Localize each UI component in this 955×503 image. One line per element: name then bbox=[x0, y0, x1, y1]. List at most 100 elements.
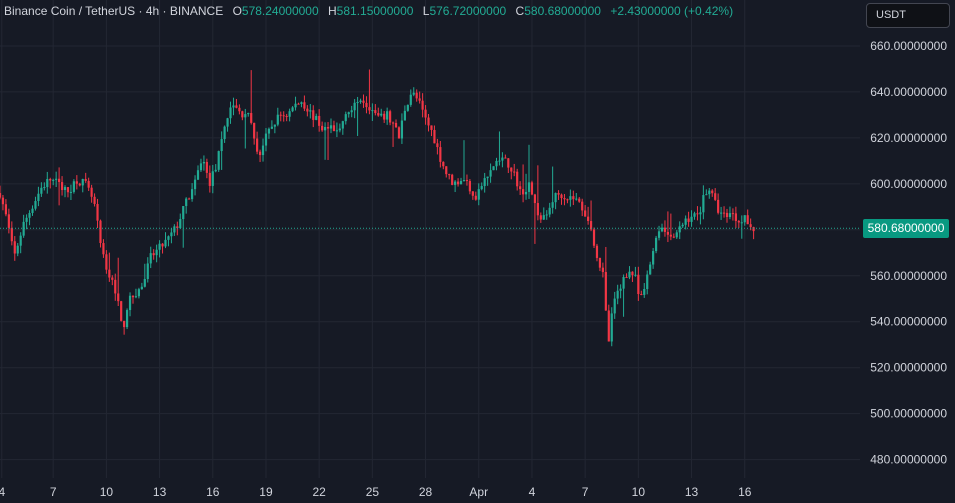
candle-body bbox=[427, 117, 430, 126]
candle-body bbox=[563, 198, 566, 200]
high-value: 581.15000000 bbox=[336, 4, 414, 18]
candle-body bbox=[123, 320, 126, 328]
candle-body bbox=[279, 114, 282, 116]
candle-body bbox=[31, 208, 34, 213]
candle-body bbox=[510, 167, 513, 172]
candle-body bbox=[672, 236, 675, 238]
candle-body bbox=[285, 115, 288, 117]
candle-body bbox=[397, 127, 401, 139]
time-axis[interactable]: 4 7 10 13 16 19 22 25 28 Apr 4 7 10 13 16 bbox=[0, 485, 752, 499]
currency-button[interactable]: USDT bbox=[866, 3, 950, 28]
candle-body bbox=[146, 263, 149, 280]
candle-body bbox=[752, 227, 755, 232]
candle-body bbox=[734, 213, 737, 221]
time-tick-label: 10 bbox=[632, 485, 646, 499]
candle-body bbox=[501, 157, 504, 161]
price-tick-label: 640.00000000 bbox=[870, 85, 947, 99]
candle-body bbox=[634, 274, 637, 276]
candle-body bbox=[610, 313, 613, 342]
candle-body bbox=[492, 166, 495, 171]
candle-body bbox=[371, 110, 374, 112]
candle-body bbox=[226, 118, 229, 127]
time-tick-label: 4 bbox=[529, 485, 536, 499]
candle-body bbox=[128, 295, 132, 311]
candle-body bbox=[604, 272, 607, 311]
candle-body bbox=[81, 179, 84, 186]
candle-body bbox=[182, 206, 185, 220]
candle-body bbox=[211, 171, 214, 186]
candle-body bbox=[208, 172, 211, 186]
candle-body bbox=[253, 122, 256, 139]
candle-body bbox=[105, 254, 108, 270]
candle-body bbox=[536, 203, 539, 216]
candle-body bbox=[306, 108, 309, 112]
candle-body bbox=[25, 217, 28, 222]
candle-body bbox=[131, 295, 135, 298]
candle-body bbox=[16, 245, 19, 254]
open-label: O bbox=[232, 4, 242, 18]
candle-body bbox=[155, 249, 158, 256]
change-value: +2.43000000 (+0.42%) bbox=[610, 4, 734, 18]
candle-body bbox=[406, 104, 409, 111]
price-tick-label: 600.00000000 bbox=[870, 177, 947, 191]
candle-body bbox=[495, 160, 498, 167]
candle-body bbox=[743, 215, 746, 223]
candle-body bbox=[418, 98, 421, 101]
last-price-tag: 580.68000000 bbox=[863, 218, 949, 238]
time-tick-label: 10 bbox=[100, 485, 114, 499]
candle-body bbox=[161, 243, 164, 247]
candle-body bbox=[19, 235, 22, 246]
candle-body bbox=[663, 227, 667, 232]
candle-body bbox=[78, 183, 81, 186]
low-value: 576.72000000 bbox=[429, 4, 507, 18]
candle-body bbox=[66, 187, 70, 193]
candle-body bbox=[69, 191, 73, 193]
candle-body bbox=[179, 219, 182, 229]
candle-body bbox=[170, 232, 173, 237]
candle-body bbox=[507, 158, 510, 168]
candle-body bbox=[684, 218, 687, 225]
time-tick-label: 19 bbox=[259, 485, 273, 499]
candle-body bbox=[471, 191, 474, 196]
high-label: H bbox=[328, 4, 337, 18]
candle-body bbox=[335, 130, 339, 132]
candle-body bbox=[386, 111, 389, 120]
candle-body bbox=[409, 94, 412, 105]
candle-body bbox=[669, 234, 672, 237]
candle-body bbox=[341, 121, 344, 129]
candle-body bbox=[542, 215, 545, 220]
candle-body bbox=[448, 174, 451, 176]
candle-body bbox=[628, 271, 631, 278]
candle-body bbox=[643, 288, 646, 295]
candle-body bbox=[412, 92, 415, 95]
candle-body bbox=[584, 210, 587, 217]
candle-body bbox=[332, 125, 336, 132]
candle-body bbox=[356, 101, 359, 103]
candle-body bbox=[84, 179, 87, 181]
price-axis[interactable]: 480.00000000 500.00000000 520.00000000 540.… bbox=[870, 39, 947, 467]
candle-body bbox=[199, 163, 203, 171]
candle-body bbox=[660, 227, 664, 232]
candle-body bbox=[309, 110, 312, 112]
candle-body bbox=[75, 181, 78, 184]
candle-body bbox=[353, 102, 356, 111]
candle-body bbox=[640, 294, 643, 296]
time-tick-label: 13 bbox=[685, 485, 699, 499]
candle-body bbox=[646, 274, 649, 289]
time-tick-label: Apr bbox=[469, 485, 488, 499]
candle-body bbox=[365, 102, 368, 108]
candle-body bbox=[462, 180, 466, 182]
time-tick-label: 13 bbox=[153, 485, 167, 499]
candle-body bbox=[258, 151, 262, 156]
candle-body bbox=[519, 186, 522, 190]
candle-body bbox=[114, 279, 117, 294]
candles bbox=[0, 69, 755, 347]
candle-body bbox=[569, 196, 572, 200]
candle-body bbox=[102, 243, 105, 255]
candle-body bbox=[111, 277, 114, 280]
candle-body bbox=[415, 92, 418, 99]
candle-body bbox=[205, 161, 208, 173]
candle-body bbox=[705, 194, 708, 196]
candle-body bbox=[424, 109, 427, 118]
